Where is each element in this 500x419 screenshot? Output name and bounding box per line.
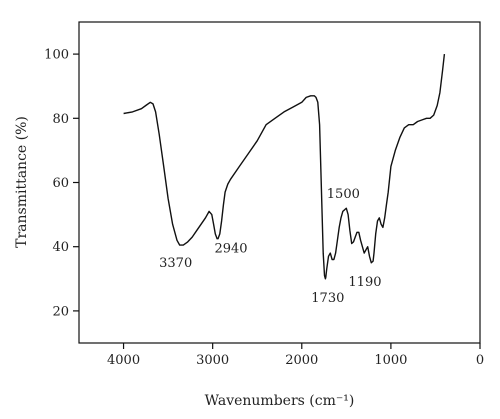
- plot-frame: [78, 21, 481, 344]
- y-tick-label: 60: [52, 176, 69, 191]
- x-tick-label: 3000: [196, 353, 229, 368]
- y-tick-label: 100: [44, 48, 69, 63]
- x-tick-label: 1000: [374, 353, 407, 368]
- peak-label-3370: 3370: [159, 256, 192, 271]
- y-tick-label: 20: [52, 304, 69, 319]
- peak-annotations: 3370 2940 1730 1500 1190: [159, 187, 381, 306]
- ticks: 4000 3000 2000 1000 0 20 40 60 80 100: [44, 48, 484, 368]
- y-tick-label: 40: [52, 240, 69, 255]
- peak-label-1730: 1730: [311, 291, 344, 306]
- peak-label-1190: 1190: [348, 275, 381, 290]
- peak-label-2940: 2940: [214, 242, 247, 257]
- x-tick-label: 4000: [107, 353, 140, 368]
- x-axis-title: Wavenumbers (cm⁻¹): [205, 393, 355, 409]
- spectrum-line: [123, 54, 446, 280]
- x-tick-label: 0: [476, 353, 484, 368]
- y-axis-title: Transmittance (%): [14, 116, 30, 248]
- y-tick-label: 80: [52, 112, 69, 127]
- x-tick-label: 2000: [285, 353, 318, 368]
- peak-label-1500: 1500: [327, 187, 360, 202]
